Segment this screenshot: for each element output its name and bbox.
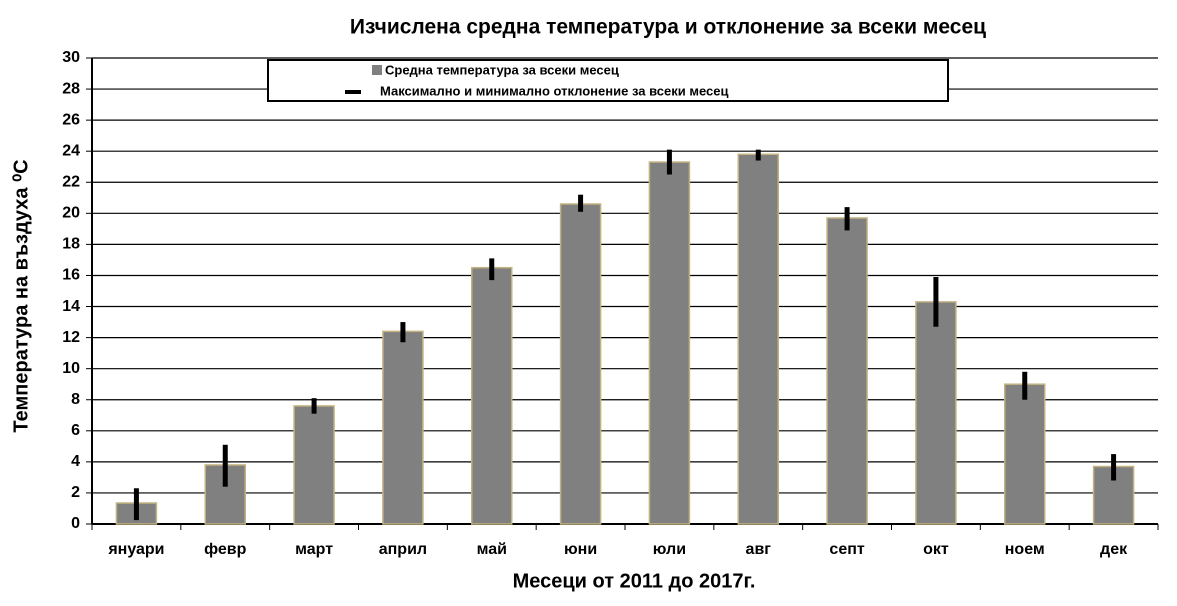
x-tick-label: ноем <box>1005 541 1045 558</box>
x-tick-label: юни <box>564 541 597 558</box>
bar <box>293 405 335 525</box>
y-tick-label: 14 <box>62 298 80 315</box>
y-tick-label: 24 <box>62 142 80 159</box>
y-tick-label: 4 <box>71 453 80 470</box>
x-tick-label: дек <box>1100 541 1128 558</box>
bar <box>737 153 779 525</box>
legend-swatch <box>345 90 361 94</box>
x-tick-label: окт <box>923 541 949 558</box>
bar <box>471 266 513 525</box>
y-axis-title: Температура на въздуха ⁰C <box>10 159 32 432</box>
chart-title: Изчислена средна температура и отклонени… <box>350 16 986 39</box>
y-tick-label: 2 <box>71 484 80 501</box>
y-tick-label: 20 <box>62 205 80 222</box>
y-tick-label: 22 <box>62 173 80 190</box>
y-tick-label: 12 <box>62 329 80 346</box>
y-tick-label: 10 <box>62 360 80 377</box>
bar <box>915 301 957 525</box>
y-tick-label: 28 <box>62 80 80 97</box>
y-tick-label: 16 <box>62 267 80 284</box>
legend-swatch <box>372 65 382 75</box>
y-tick-label: 18 <box>62 236 80 253</box>
bar <box>1004 383 1046 525</box>
x-tick-label: септ <box>829 541 864 558</box>
x-tick-label: януари <box>107 541 164 558</box>
x-tick-label: април <box>379 541 427 558</box>
bar <box>382 330 424 525</box>
bar <box>559 203 602 525</box>
y-tick-label: 26 <box>62 111 80 128</box>
x-tick-label: май <box>477 541 507 558</box>
y-tick-label: 6 <box>71 422 80 439</box>
x-tick-label: юли <box>653 541 686 558</box>
legend-label: Средна температура за всеки месец <box>385 62 619 77</box>
legend-label: Максимално и минимално отклонение за все… <box>380 83 728 98</box>
x-tick-label: авг <box>746 541 772 558</box>
y-tick-label: 0 <box>71 515 80 532</box>
x-tick-label: февр <box>204 541 247 558</box>
y-tick-label: 30 <box>62 49 80 66</box>
bar <box>826 217 868 525</box>
x-axis-title: Месеци от 2011 до 2017г. <box>513 570 756 592</box>
y-tick-label: 8 <box>71 391 80 408</box>
bar <box>648 161 691 525</box>
x-tick-label: март <box>295 541 333 558</box>
